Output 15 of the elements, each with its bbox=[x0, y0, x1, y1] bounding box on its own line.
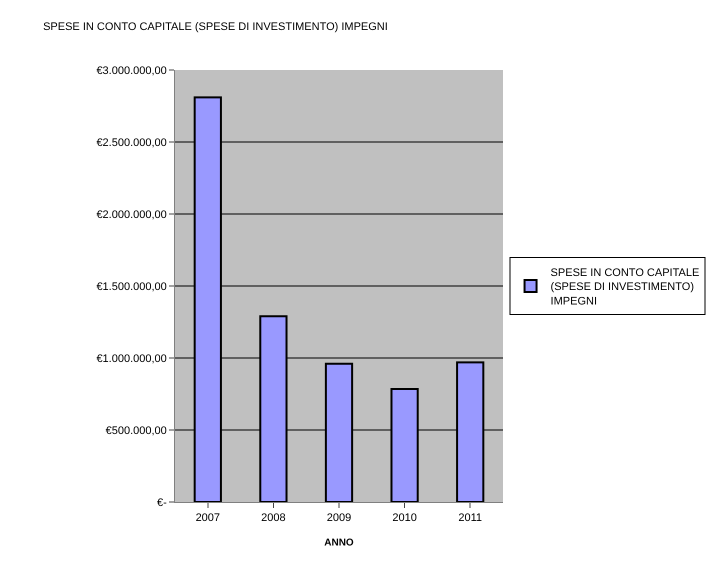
y-tick-label: €2.500.000,00 bbox=[96, 136, 167, 149]
legend-label: SPESE IN CONTO CAPITALE (SPESE DI INVESTIMENTO) IMPEGNI bbox=[550, 266, 700, 308]
x-tick-label: 2011 bbox=[458, 512, 482, 524]
x-tick-label: 2008 bbox=[261, 512, 286, 524]
y-tick-label: €2.000.000,00 bbox=[96, 208, 167, 221]
y-tick-label: €- bbox=[157, 496, 168, 509]
y-tick-label: €1.500.000,00 bbox=[96, 280, 167, 293]
x-axis-title: ANNO bbox=[324, 538, 354, 549]
y-tick-label: €3.000.000,00 bbox=[96, 64, 167, 77]
y-tick-label: €500.000,00 bbox=[106, 424, 167, 437]
x-tick-label: 2010 bbox=[392, 512, 417, 524]
chart-title: SPESE IN CONTO CAPITALE (SPESE DI INVESTIMENTO) IMPEGNI bbox=[43, 21, 388, 34]
y-tick-label: €1.000.000,00 bbox=[96, 352, 167, 365]
x-tick-label: 2009 bbox=[326, 512, 352, 524]
x-tick-label: 2007 bbox=[196, 512, 220, 524]
